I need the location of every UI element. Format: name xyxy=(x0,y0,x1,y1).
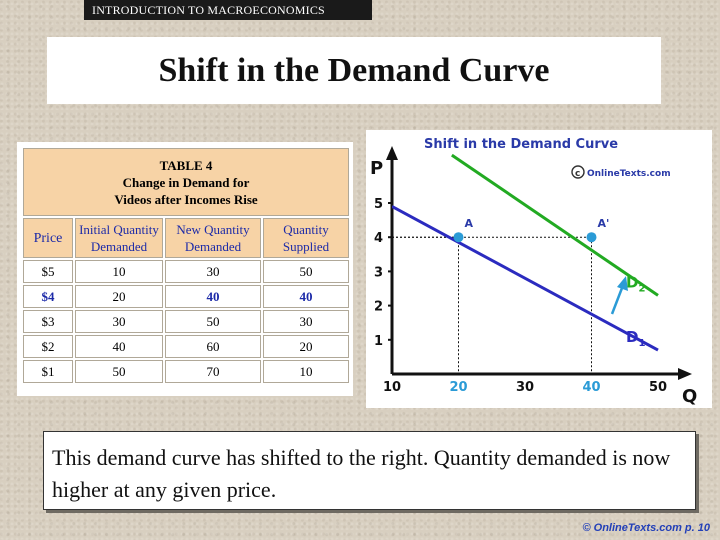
header-quantity-supplied: Quantity Supplied xyxy=(263,218,349,258)
curve-label-subscript: 2 xyxy=(638,283,645,294)
new-quantity-cell: 70 xyxy=(165,360,261,383)
initial-quantity-cell: 50 xyxy=(75,360,163,383)
quantity-supplied-cell: 10 xyxy=(263,360,349,383)
y-tick-label: 2 xyxy=(374,300,383,315)
footer-credit: © OnlineTexts.com p. 10 xyxy=(582,522,710,534)
title-box: Shift in the Demand Curve xyxy=(47,37,661,104)
header-line: Demanded xyxy=(184,239,242,254)
initial-quantity-cell: 20 xyxy=(75,285,163,308)
x-tick-label: 40 xyxy=(582,380,600,395)
y-tick-label: 1 xyxy=(374,334,383,349)
quantity-supplied-cell: 30 xyxy=(263,310,349,333)
x-tick-label: 20 xyxy=(449,380,467,395)
header-new-quantity: New Quantity Demanded xyxy=(165,218,261,258)
y-tick-label: 4 xyxy=(374,231,383,246)
quantity-supplied-cell: 40 xyxy=(263,285,349,308)
initial-quantity-cell: 40 xyxy=(75,335,163,358)
y-axis-label: P xyxy=(370,158,383,179)
point-label: A' xyxy=(598,217,610,230)
shift-arrow xyxy=(610,287,624,315)
demand-curve-d2 xyxy=(451,153,659,297)
y-axis-arrow xyxy=(386,146,398,160)
table-row: $3 30 50 30 xyxy=(23,310,349,333)
table-caption: TABLE 4 Change in Demand for Videos afte… xyxy=(23,148,349,216)
quantity-supplied-cell: 50 xyxy=(263,260,349,283)
demand-chart-panel: Shift in the Demand Curve c OnlineTexts.co… xyxy=(366,130,712,408)
table-row: $5 10 30 50 xyxy=(23,260,349,283)
header-initial-quantity: Initial Quantity Demanded xyxy=(75,218,163,258)
header-line: Supplied xyxy=(282,239,330,254)
demand-table: TABLE 4 Change in Demand for Videos afte… xyxy=(21,146,351,385)
initial-quantity-cell: 10 xyxy=(75,260,163,283)
shift-arrow-head xyxy=(617,276,628,291)
copyright-icon xyxy=(571,165,585,179)
new-quantity-cell: 50 xyxy=(165,310,261,333)
equilibrium-point xyxy=(453,232,464,243)
x-tick-label: 10 xyxy=(383,380,401,395)
header-line: Initial Quantity xyxy=(79,222,159,237)
new-quantity-cell: 40 xyxy=(165,285,261,308)
x-axis-label: Q xyxy=(682,386,697,407)
initial-quantity-cell: 30 xyxy=(75,310,163,333)
header-price: Price xyxy=(23,218,73,258)
curve-label-letter: D xyxy=(626,273,638,291)
curve-label: D2 xyxy=(626,273,645,294)
price-cell: $4 xyxy=(23,285,73,308)
y-tick-label: 5 xyxy=(374,197,383,212)
price-cell: $3 xyxy=(23,310,73,333)
demand-chart: Shift in the Demand Curve c OnlineTexts.co… xyxy=(370,137,697,407)
table-caption-line: Videos after Incomes Rise xyxy=(114,191,258,207)
curve-label-subscript: 1 xyxy=(638,338,645,349)
table-row: $4 20 40 40 xyxy=(23,285,349,308)
header-line: New Quantity xyxy=(176,222,250,237)
price-cell: $5 xyxy=(23,260,73,283)
table-caption-line: Change in Demand for xyxy=(122,174,250,190)
y-tick-label: 3 xyxy=(374,265,383,280)
chart-title: Shift in the Demand Curve xyxy=(424,137,618,152)
table-row: $1 50 70 10 xyxy=(23,360,349,383)
new-quantity-cell: 30 xyxy=(165,260,261,283)
equilibrium-point xyxy=(586,232,597,243)
table-row: $2 40 60 20 xyxy=(23,335,349,358)
x-tick-label: 30 xyxy=(516,380,534,395)
demand-table-panel: TABLE 4 Change in Demand for Videos afte… xyxy=(17,142,353,396)
header-line: Demanded xyxy=(90,239,148,254)
new-quantity-cell: 60 xyxy=(165,335,261,358)
x-tick-label: 50 xyxy=(649,380,667,395)
explanation-text: This demand curve has shifted to the rig… xyxy=(52,445,671,502)
slide-title: Shift in the Demand Curve xyxy=(158,51,550,89)
point-label: A xyxy=(465,217,474,230)
price-cell: $1 xyxy=(23,360,73,383)
course-header: INTRODUCTION TO MACROECONOMICS xyxy=(84,0,372,20)
curve-label: D1 xyxy=(626,328,645,349)
demand-curve-d1 xyxy=(392,205,659,352)
x-axis-arrow xyxy=(678,368,692,380)
price-cell: $2 xyxy=(23,335,73,358)
copyright-icon: c xyxy=(575,169,580,179)
header-line: Quantity xyxy=(283,222,329,237)
table-caption-line: TABLE 4 xyxy=(159,157,213,173)
quantity-supplied-cell: 20 xyxy=(263,335,349,358)
curve-label-letter: D xyxy=(626,328,638,346)
chart-watermark: OnlineTexts.com xyxy=(587,169,671,179)
explanation-box: This demand curve has shifted to the rig… xyxy=(43,431,696,510)
